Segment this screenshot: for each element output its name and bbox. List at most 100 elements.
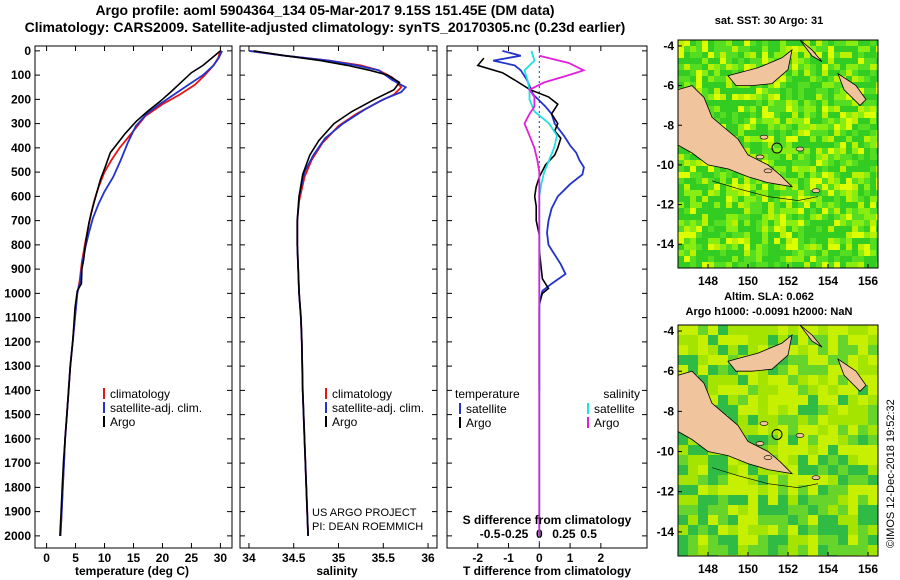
map-cell	[720, 190, 726, 196]
map-cell	[720, 202, 726, 208]
map-cell	[756, 226, 762, 232]
map-cell	[852, 76, 858, 82]
map-cell	[810, 124, 816, 130]
map-cell	[788, 475, 798, 485]
map-cell	[864, 238, 870, 244]
map-cell	[744, 88, 750, 94]
map-cell	[714, 94, 720, 100]
island	[755, 441, 765, 446]
map-cell	[852, 70, 858, 76]
map-cell	[816, 40, 822, 46]
map-cell	[744, 40, 750, 46]
map-cell	[840, 118, 846, 124]
map-cell	[834, 124, 840, 130]
map-cell	[876, 58, 878, 64]
map-cell	[702, 76, 708, 82]
map-cell	[758, 535, 768, 545]
map-cell	[868, 355, 878, 365]
map-cell	[786, 112, 792, 118]
map-cell	[858, 256, 864, 262]
map-cell	[798, 52, 804, 58]
map-cell	[798, 214, 804, 220]
map-cell	[756, 136, 762, 142]
series-line-climatology	[248, 50, 403, 536]
map-cell	[828, 256, 834, 262]
map-cell	[840, 250, 846, 256]
land-new-guinea	[677, 85, 794, 188]
map-cell	[852, 124, 858, 130]
map-cell	[762, 184, 768, 190]
map-cell	[750, 202, 756, 208]
map-cell	[858, 160, 864, 166]
map-cell	[870, 232, 876, 238]
map-cell	[738, 124, 744, 130]
map-cell	[834, 202, 840, 208]
map-cell	[778, 415, 788, 425]
map-cell	[788, 455, 798, 465]
x-tick-label: 148	[698, 562, 718, 576]
map-cell	[828, 465, 838, 475]
map-cell	[828, 76, 834, 82]
map-cell	[678, 262, 684, 268]
map-cell	[744, 250, 750, 256]
map-cell	[708, 184, 714, 190]
map-cell	[786, 244, 792, 250]
sla-map-subtitle: Argo h1000: -0.0091 h2000: NaN	[686, 306, 853, 318]
map-cell	[798, 445, 808, 455]
map-cell	[688, 365, 698, 375]
map-cell	[750, 208, 756, 214]
map-cell	[822, 190, 828, 196]
map-cell	[738, 184, 744, 190]
map-cell	[798, 190, 804, 196]
map-cell	[834, 232, 840, 238]
map-cell	[788, 505, 798, 515]
map-cell	[758, 375, 768, 385]
map-cell	[696, 214, 702, 220]
map-cell	[810, 40, 816, 46]
map-cell	[838, 425, 848, 435]
map-cell	[714, 208, 720, 214]
legend-label: Argo	[110, 415, 136, 429]
map-cell	[702, 256, 708, 262]
map-cell	[816, 154, 822, 160]
map-cell	[678, 148, 684, 154]
map-cell	[768, 82, 774, 88]
map-cell	[738, 525, 748, 535]
map-cell	[718, 465, 728, 475]
map-cell	[804, 88, 810, 94]
map-cell	[726, 106, 732, 112]
map-cell	[780, 172, 786, 178]
map-cell	[864, 52, 870, 58]
map-cell	[744, 178, 750, 184]
map-cell	[840, 106, 846, 112]
map-cell	[816, 214, 822, 220]
map-cell	[696, 58, 702, 64]
map-cell	[732, 94, 738, 100]
map-cell	[864, 184, 870, 190]
x-tick-label: 156	[858, 562, 878, 576]
map-cell	[744, 64, 750, 70]
map-cell	[744, 94, 750, 100]
map-cell	[688, 485, 698, 495]
map-cell	[852, 202, 858, 208]
map-cell	[690, 250, 696, 256]
map-cell	[698, 445, 708, 455]
map-cell	[870, 220, 876, 226]
map-cell	[696, 232, 702, 238]
map-cell	[768, 425, 778, 435]
map-cell	[810, 100, 816, 106]
map-cell	[876, 124, 878, 130]
map-cell	[690, 46, 696, 52]
map-cell	[718, 335, 728, 345]
map-cell	[768, 142, 774, 148]
map-cell	[738, 172, 744, 178]
map-cell	[768, 130, 774, 136]
map-cell	[816, 202, 822, 208]
map-cell	[792, 220, 798, 226]
map-cell	[828, 262, 834, 268]
map-cell	[864, 88, 870, 94]
map-cell	[768, 325, 778, 335]
map-cell	[738, 545, 748, 555]
map-cell	[744, 118, 750, 124]
